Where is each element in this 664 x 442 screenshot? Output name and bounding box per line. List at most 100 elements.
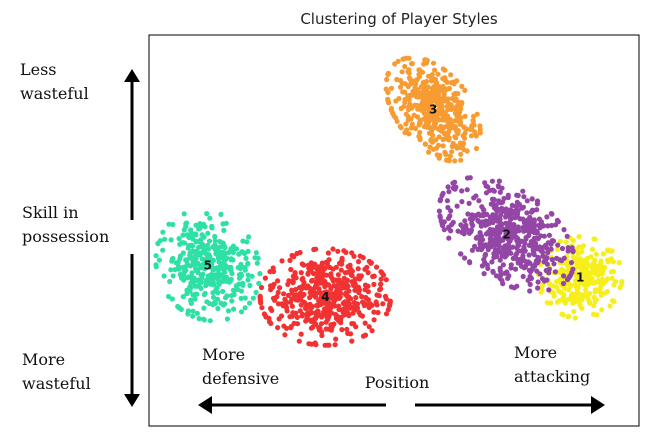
data-point (271, 281, 277, 287)
data-point (223, 250, 229, 256)
data-point (576, 234, 582, 240)
data-point (156, 257, 162, 263)
data-point (160, 247, 166, 253)
x-arrow-left (198, 396, 386, 414)
data-point (272, 297, 278, 303)
data-point (189, 276, 195, 282)
data-point (267, 269, 273, 275)
data-point (445, 184, 451, 190)
data-point (343, 280, 349, 286)
data-point (486, 218, 492, 224)
data-point (207, 215, 213, 221)
data-point (242, 305, 248, 311)
data-point (239, 249, 245, 255)
data-point (242, 295, 248, 301)
data-point (275, 278, 281, 284)
data-point (580, 243, 587, 249)
data-point (332, 342, 338, 348)
data-point (313, 321, 319, 327)
data-point (458, 251, 464, 257)
data-point (579, 297, 585, 303)
data-point (553, 284, 560, 290)
data-point (585, 272, 592, 279)
data-point (462, 218, 468, 224)
data-point (359, 294, 365, 300)
data-point (428, 137, 434, 143)
data-point (386, 303, 392, 309)
data-point (393, 98, 399, 104)
data-point (304, 311, 310, 317)
data-point (285, 281, 291, 287)
data-point (224, 316, 230, 322)
data-point (559, 266, 565, 272)
data-point (597, 285, 603, 291)
data-point (153, 253, 159, 259)
data-point (236, 272, 242, 278)
data-point (465, 211, 471, 217)
data-point (493, 202, 499, 208)
data-point (356, 309, 362, 315)
data-point (173, 260, 179, 266)
y-arrow-up (124, 69, 140, 220)
data-point (580, 262, 586, 269)
data-point (160, 229, 166, 235)
data-point (217, 238, 223, 245)
data-point (410, 88, 416, 95)
data-point (215, 305, 221, 312)
data-point (492, 247, 498, 253)
data-point (318, 277, 324, 284)
data-point (318, 296, 324, 302)
data-point (204, 211, 210, 217)
data-point (275, 301, 282, 307)
data-point (269, 307, 275, 313)
cluster-3-points (383, 55, 483, 164)
data-point (281, 291, 287, 297)
data-point (517, 216, 523, 222)
data-point (298, 331, 304, 337)
data-point (205, 230, 211, 236)
data-point (306, 317, 312, 323)
data-point (476, 198, 482, 204)
data-point (319, 332, 325, 339)
data-point (555, 247, 561, 253)
y-bottom-annotation: More wasteful (22, 350, 91, 393)
data-point (306, 285, 312, 291)
data-point (489, 230, 495, 236)
data-point (579, 249, 585, 255)
data-point (497, 265, 503, 271)
data-point (527, 281, 533, 287)
data-point (594, 312, 600, 318)
data-point (565, 248, 571, 254)
data-point (437, 198, 443, 204)
data-point (424, 90, 431, 96)
data-point (525, 277, 531, 283)
data-point (209, 223, 215, 229)
data-point (437, 98, 444, 104)
data-point (441, 227, 447, 233)
data-point (565, 313, 571, 320)
data-point (400, 56, 406, 62)
data-point (352, 287, 358, 293)
data-point (494, 253, 500, 260)
data-point (531, 249, 537, 255)
data-point (497, 222, 503, 228)
data-point (518, 248, 525, 254)
data-point (390, 110, 396, 116)
data-point (291, 320, 297, 326)
data-point (416, 74, 423, 80)
data-point (299, 285, 305, 291)
data-point (440, 76, 446, 82)
data-point (526, 242, 532, 248)
data-point (322, 265, 328, 271)
data-point (549, 211, 555, 217)
data-point (542, 243, 549, 249)
data-point (356, 290, 362, 296)
data-point (560, 312, 566, 318)
data-point (470, 118, 476, 124)
data-point (346, 288, 352, 294)
data-point (477, 130, 483, 136)
data-point (170, 221, 176, 228)
data-point (414, 88, 420, 94)
data-point (503, 232, 509, 238)
data-point (406, 131, 412, 137)
